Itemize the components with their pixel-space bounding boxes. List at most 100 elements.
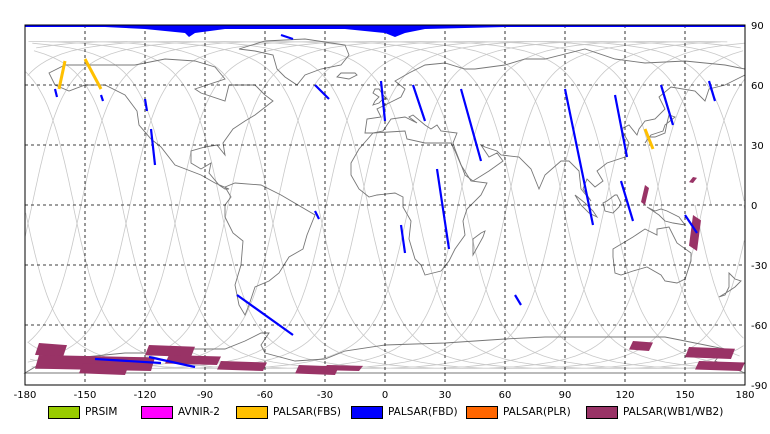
fbs-strip [643,128,655,150]
lon-tick-label: -30 [317,390,333,401]
legend-label: AVNIR-2 [178,406,220,418]
fbd-strip [684,214,698,234]
wb-swath [35,343,67,357]
fbd-strip [459,88,483,162]
fbs-strip [83,58,103,90]
legend-swatch [351,405,383,419]
lat-tick-label: 60 [751,81,764,92]
latitude-tick-labels: 90 60 30 0 -30 -60 -90 [751,21,767,392]
coastline [372,88,389,106]
legend-swatch [586,405,618,419]
orbit-tracks [24,40,746,370]
lon-tick-label: 60 [499,390,512,401]
lon-tick-label: -60 [257,390,273,401]
legend-swatch [466,405,498,419]
coastline [602,194,622,214]
orbit-track [33,40,741,370]
lon-tick-label: -90 [197,390,213,401]
fbd-strip [435,168,451,250]
fbd-strip [149,128,157,166]
orbit-track [24,40,745,370]
wb-swath [165,355,221,365]
legend-label: PALSAR(WB1/WB2) [623,406,724,418]
orbit-track [35,40,728,369]
legend-item-avnir2: AVNIR-2 [141,404,220,420]
wb-swath [695,361,745,371]
fbd-strip [314,210,320,220]
coastline [472,230,486,257]
wb-swath [689,177,697,183]
fbd-strip [411,84,427,122]
fbd-strip [514,294,522,306]
legend-item-palsar-plr: PALSAR(PLR) [466,404,571,420]
coastline [336,72,358,80]
lon-tick-label: 0 [382,390,388,401]
orbit-track [28,41,721,370]
legend-swatch [141,405,173,419]
coastline [574,194,599,219]
coastline [718,271,742,298]
fbd-strip [659,84,675,126]
fbd-strip [619,180,635,222]
coastline [364,48,746,202]
fbd-strip [143,98,149,112]
orbit-track [36,40,744,370]
longitude-tick-labels: -180 -150 -120 -90 -60 -30 0 30 60 90 120 150 180 [14,390,755,401]
lat-tick-label: -30 [751,261,767,272]
legend: PRSIM AVNIR-2 PALSAR(FBS) PALSAR(FBD) PA… [0,402,770,424]
orbit-track [27,40,732,370]
coastline [48,58,274,190]
grid-lines [25,25,745,385]
coastline [238,38,350,86]
wb-swath [145,345,195,357]
fbd-strip [379,80,387,122]
fbd-polar-swath [25,25,745,37]
fbd-strip [314,84,330,100]
fbs-strip [57,60,67,90]
wb-swath [685,347,735,359]
wb-swath [217,361,267,371]
lon-tick-label: 90 [559,390,572,401]
legend-item-prsim: PRSIM [48,404,117,420]
wb-swath [629,341,653,351]
fbd-strip [613,94,629,158]
lon-tick-label: -180 [14,390,37,401]
legend-item-palsar-fbd: PALSAR(FBD) [351,404,458,420]
coastline [644,114,676,144]
lon-tick-label: -150 [74,390,97,401]
lat-tick-label: -60 [751,321,767,332]
legend-item-palsar-wb: PALSAR(WB1/WB2) [586,404,723,420]
legend-item-palsar-fbs: PALSAR(FBS) [236,404,341,420]
coastline [350,130,488,276]
lat-tick-label: 30 [751,141,764,152]
lat-tick-label: 90 [751,21,764,32]
fbd-strip [148,355,196,369]
orbit-track [28,40,744,370]
lat-tick-label: 0 [751,201,757,212]
lat-tick-label: -90 [751,381,767,392]
wb-swath [323,365,363,371]
legend-label: PRSIM [85,406,118,418]
wb-swath [689,215,701,251]
fbd-strip [280,33,294,41]
fbd-strip [53,88,59,98]
wb-swath [641,185,649,205]
legend-swatch [48,405,80,419]
fbd-strip [99,94,105,102]
orbit-track [27,40,745,370]
acquisition-strips [25,25,745,375]
map-frame [24,24,746,386]
fbd-strip [236,294,294,336]
fbd-strip [563,88,595,226]
lon-tick-label: 30 [439,390,452,401]
lon-tick-label: 120 [615,390,634,401]
legend-label: PALSAR(FBD) [388,406,458,418]
wb-swath [79,363,129,375]
lon-tick-label: 180 [735,390,754,401]
lon-tick-label: 150 [675,390,694,401]
legend-swatch [236,405,268,419]
orbit-track [39,40,735,370]
orbit-track [31,40,731,370]
